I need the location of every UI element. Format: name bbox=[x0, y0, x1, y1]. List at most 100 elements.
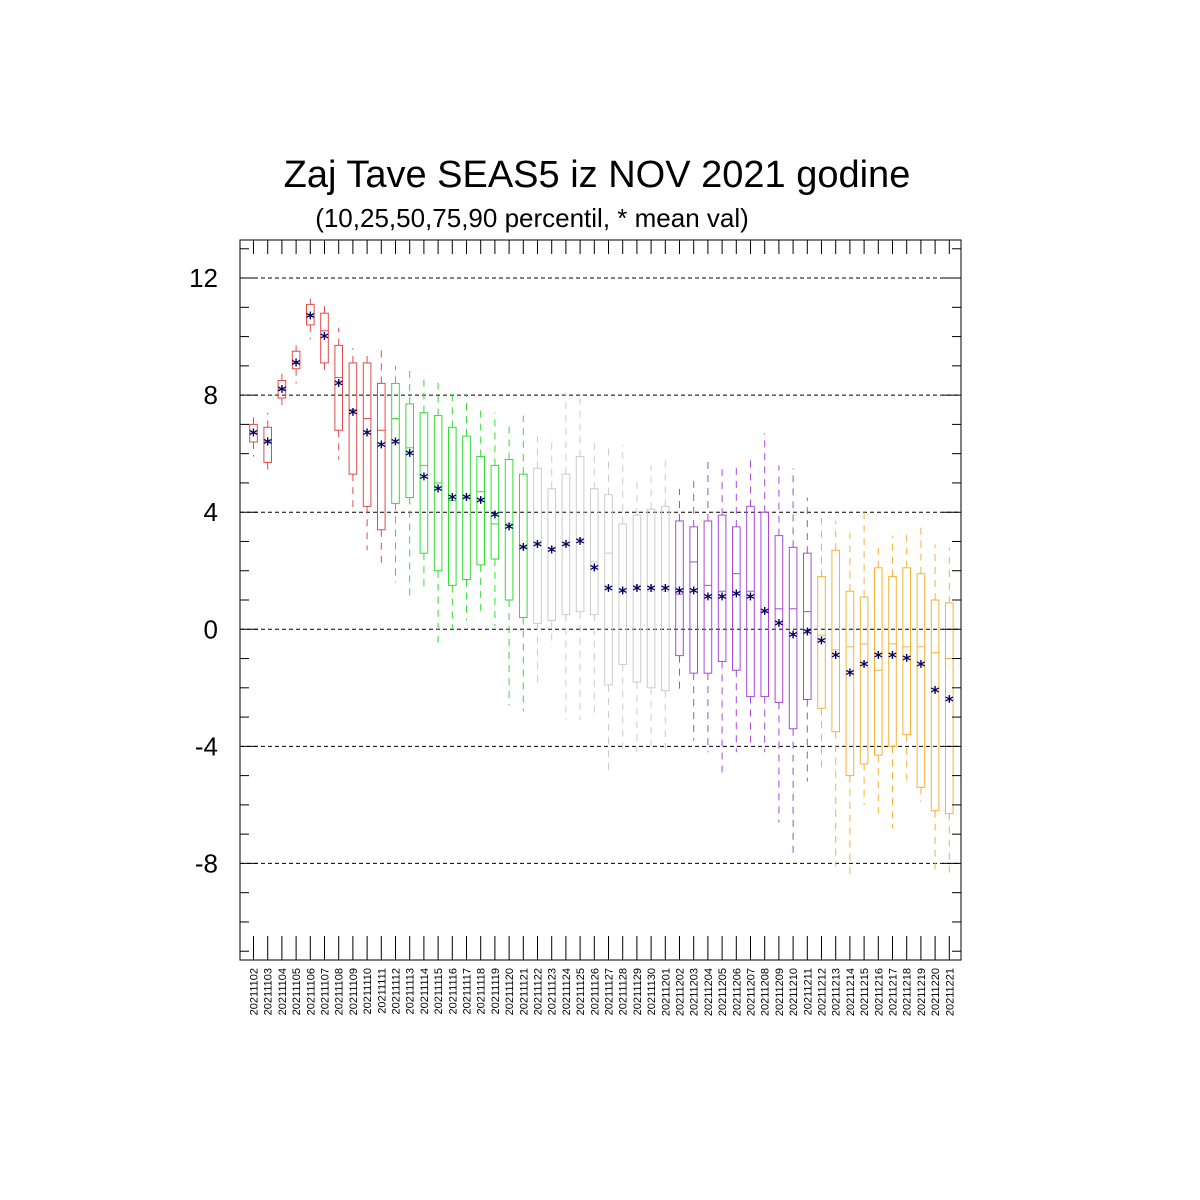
mean-marker: * bbox=[547, 543, 556, 563]
box-iqr bbox=[504, 459, 514, 601]
mean-marker: * bbox=[916, 657, 925, 677]
mean-marker: * bbox=[618, 584, 627, 604]
mean-marker: * bbox=[405, 447, 414, 467]
box-20211220 bbox=[930, 544, 940, 873]
x-tick-label: 20211108 bbox=[334, 968, 346, 1015]
y-tick-label: 4 bbox=[204, 497, 218, 527]
y-tick-label: -8 bbox=[195, 848, 218, 878]
box-20211212 bbox=[817, 518, 826, 770]
x-tick-label: 20211219 bbox=[916, 968, 928, 1016]
mean-marker: * bbox=[292, 356, 301, 376]
mean-marker: * bbox=[689, 584, 698, 604]
box-20211205 bbox=[717, 465, 727, 779]
box-iqr bbox=[320, 312, 329, 364]
mean-marker: * bbox=[320, 330, 329, 350]
x-tick-label: 20211118 bbox=[476, 968, 488, 1015]
mean-marker: * bbox=[902, 652, 911, 672]
y-tick-label: 12 bbox=[189, 263, 218, 293]
mean-marker: * bbox=[789, 628, 798, 648]
plot-frame bbox=[239, 239, 962, 961]
box-20211130 bbox=[646, 465, 656, 747]
mean-marker: * bbox=[604, 581, 613, 601]
x-tick-label: 20211214 bbox=[845, 968, 857, 1016]
x-tick-label: 20211211 bbox=[802, 968, 814, 1015]
means-layer: * ********* **** * * **** * * * *** * * * * * * * * * **** *… bbox=[249, 309, 954, 712]
box-20211215 bbox=[859, 512, 869, 805]
box-20211211 bbox=[803, 497, 812, 782]
box-20211108 bbox=[334, 327, 343, 460]
box-20211111 bbox=[377, 348, 386, 568]
x-tick-label: 20211105 bbox=[291, 968, 303, 1015]
box-20211214 bbox=[845, 532, 855, 876]
x-tick-label: 20211130 bbox=[646, 968, 658, 1015]
box-20211110 bbox=[362, 351, 372, 551]
x-tick-label: 20211127 bbox=[604, 968, 616, 1015]
mean-marker: * bbox=[306, 309, 315, 329]
mean-marker: * bbox=[746, 590, 755, 610]
mean-marker: * bbox=[831, 649, 840, 669]
box-iqr bbox=[476, 456, 485, 566]
box-iqr bbox=[448, 426, 457, 586]
x-tick-label: 20211116 bbox=[447, 968, 459, 1015]
mean-marker: * bbox=[718, 590, 727, 610]
box-20211203 bbox=[689, 480, 699, 741]
mean-marker: * bbox=[561, 537, 570, 557]
x-tick-label: 20211109 bbox=[348, 968, 360, 1015]
box-20211206 bbox=[732, 465, 741, 753]
box-iqr bbox=[888, 576, 897, 747]
box-iqr bbox=[788, 546, 798, 730]
x-tick-label: 20211212 bbox=[817, 968, 829, 1016]
box-20211102 bbox=[249, 412, 258, 457]
box-iqr bbox=[874, 567, 883, 756]
x-tick-label: 20211128 bbox=[618, 968, 630, 1015]
y-tick-label: 8 bbox=[204, 380, 218, 410]
x-tick-label: 20211104 bbox=[277, 968, 289, 1015]
x-tick-label: 20211125 bbox=[575, 968, 587, 1015]
box-20211107 bbox=[320, 304, 329, 372]
mean-marker: * bbox=[476, 493, 485, 513]
box-iqr bbox=[490, 464, 500, 560]
mean-marker: * bbox=[931, 684, 940, 704]
box-iqr bbox=[916, 573, 926, 788]
x-tick-label: 20211120 bbox=[504, 968, 516, 1015]
mean-marker: * bbox=[419, 470, 428, 490]
mean-marker: * bbox=[860, 657, 869, 677]
box-20211114 bbox=[419, 377, 429, 592]
box-20211128 bbox=[618, 444, 628, 750]
x-tick-label: 20211113 bbox=[405, 968, 417, 1015]
box-20211115 bbox=[433, 377, 443, 644]
box-iqr bbox=[618, 523, 628, 665]
box-20211218 bbox=[902, 529, 912, 782]
box-20211109 bbox=[348, 348, 358, 513]
box-iqr bbox=[433, 415, 443, 572]
box-20211104 bbox=[277, 371, 287, 410]
mean-marker: * bbox=[760, 605, 769, 625]
x-tick-label: 20211217 bbox=[888, 968, 900, 1016]
x-tick-label: 20211216 bbox=[873, 968, 885, 1016]
x-tick-label: 20211210 bbox=[788, 968, 800, 1016]
box-iqr bbox=[632, 514, 642, 683]
x-tick-label: 20211121 bbox=[518, 968, 530, 1015]
box-iqr bbox=[377, 382, 386, 531]
box-iqr bbox=[760, 511, 770, 698]
x-tick-label: 20211218 bbox=[902, 968, 914, 1016]
x-tick-label: 20211220 bbox=[930, 968, 942, 1016]
x-tick-label: 20211115 bbox=[433, 968, 445, 1015]
box-iqr bbox=[774, 535, 784, 703]
box-iqr bbox=[930, 599, 940, 812]
box-iqr bbox=[746, 505, 755, 698]
box-20211127 bbox=[604, 444, 613, 770]
x-tick-label: 20211114 bbox=[419, 968, 431, 1015]
box-iqr bbox=[306, 303, 315, 326]
mean-marker: * bbox=[661, 581, 670, 601]
box-20211105 bbox=[291, 345, 301, 384]
x-tick-label: 20211123 bbox=[547, 968, 559, 1015]
box-iqr bbox=[291, 350, 301, 370]
x-tick-label: 20211106 bbox=[305, 968, 317, 1015]
mean-marker: * bbox=[263, 435, 272, 455]
x-tick-label: 20211208 bbox=[760, 968, 772, 1016]
mean-marker: * bbox=[888, 649, 897, 669]
box-20211210 bbox=[788, 468, 798, 858]
box-20211209 bbox=[774, 465, 784, 823]
